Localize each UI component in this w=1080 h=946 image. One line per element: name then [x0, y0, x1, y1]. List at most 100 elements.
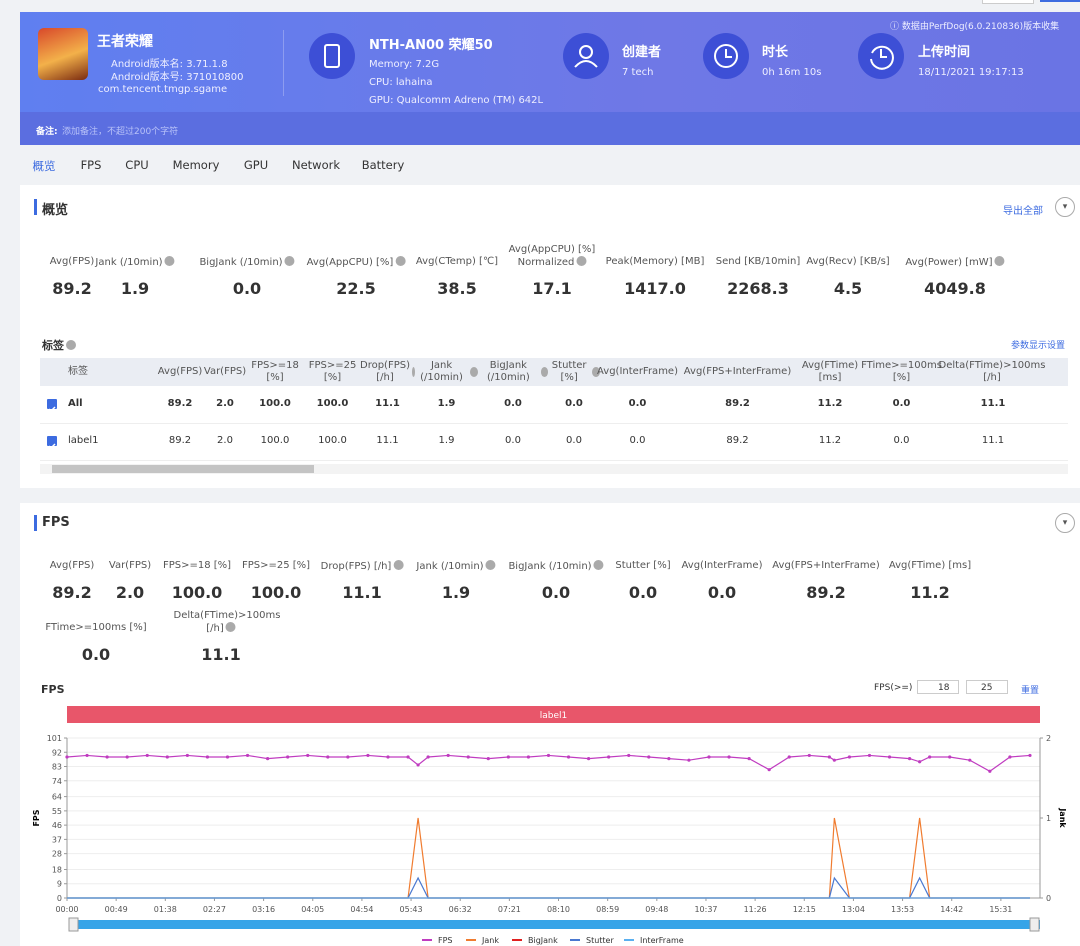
y2-axis-title: Jank	[1058, 807, 1067, 828]
help-icon[interactable]	[225, 622, 236, 632]
range-handle[interactable]	[1029, 917, 1040, 932]
metric-value: 1.9	[441, 583, 471, 602]
help-icon[interactable]	[576, 256, 587, 266]
notice-text: 数据由PerfDog(6.0.210836)版本收集	[901, 22, 1060, 32]
threshold-input[interactable]: 25	[966, 680, 1008, 694]
help-icon[interactable]	[66, 340, 76, 350]
top-button[interactable]	[1040, 0, 1080, 2]
table-cell: 0.0	[504, 398, 522, 409]
metric-value: 1.9	[120, 279, 150, 298]
x-tick-label: 15:31	[989, 905, 1012, 914]
column-header: Avg(FTime) [ms]	[800, 358, 860, 386]
table-cell: 0.0	[505, 435, 521, 446]
metric-label-text: Avg(FPS)	[49, 256, 95, 267]
settings-link[interactable]: 参数显示设置	[1011, 341, 1066, 351]
help-icon[interactable]	[593, 560, 604, 570]
label-band	[67, 706, 1040, 723]
help-icon[interactable]	[412, 367, 415, 377]
help-icon[interactable]	[284, 256, 295, 266]
help-icon[interactable]	[470, 367, 478, 377]
tab[interactable]: Network	[291, 158, 341, 172]
column-header: Avg(FPS)	[155, 358, 205, 386]
help-icon[interactable]	[592, 367, 600, 377]
legend-label: InterFrame	[640, 936, 684, 945]
metric-value: 1417.0	[624, 279, 686, 298]
data-point	[446, 753, 450, 758]
export-link[interactable]: 导出全部	[1003, 206, 1043, 217]
metric-label-text: BigJank (/10min)	[508, 561, 592, 572]
x-tick-label: 08:10	[547, 905, 570, 914]
note-input[interactable]: 添加备注，不超过200个字符	[62, 127, 179, 137]
help-icon[interactable]	[994, 256, 1005, 266]
data-point	[406, 755, 410, 759]
data-point	[266, 756, 270, 761]
y-tick-label: 46	[52, 821, 62, 830]
column-header-text: Avg(FTime) [ms]	[801, 360, 859, 383]
table-cell: 0.0	[566, 435, 582, 446]
checkbox[interactable]	[47, 436, 57, 450]
y2-tick-label: 0	[1046, 894, 1051, 903]
collapse-button[interactable]: ▾	[1055, 197, 1075, 217]
data-point	[1008, 755, 1012, 759]
tab[interactable]: GPU	[243, 158, 269, 172]
legend-label: Jank	[481, 936, 499, 945]
data-point	[647, 755, 651, 759]
x-tick-label: 00:49	[105, 905, 128, 914]
tab[interactable]: FPS	[80, 158, 102, 172]
data-point	[65, 755, 69, 759]
checkbox[interactable]	[47, 399, 57, 413]
metric-label: Delta(FTime)>100ms [/h]	[174, 609, 281, 635]
data-point	[326, 755, 330, 759]
overview-card	[20, 185, 1080, 488]
note-bar	[20, 112, 1080, 145]
table-cell: label1	[68, 435, 99, 446]
label-band-text: label1	[540, 711, 568, 721]
column-header: Avg(FPS+InterFrame)	[675, 358, 800, 386]
help-icon[interactable]	[395, 256, 406, 266]
top-button[interactable]	[982, 0, 1034, 4]
tab[interactable]: Memory	[172, 158, 220, 172]
help-icon[interactable]	[485, 560, 496, 570]
help-icon[interactable]	[393, 560, 404, 570]
collapse-button[interactable]: ▾	[1055, 513, 1075, 533]
app-version-name: Android版本名: 3.71.1.8	[111, 59, 228, 70]
x-tick-label: 00:00	[55, 905, 78, 914]
column-header-text: Drop(FPS) [/h]	[360, 360, 410, 383]
x-tick-label: 06:32	[449, 905, 472, 914]
data-point	[687, 758, 691, 762]
x-tick-label: 09:48	[645, 905, 668, 914]
help-icon[interactable]	[164, 256, 175, 266]
data-point	[145, 753, 149, 758]
tab[interactable]: Battery	[361, 158, 405, 172]
data-point	[887, 755, 892, 759]
range-handle[interactable]	[68, 917, 79, 932]
data-point	[607, 755, 611, 759]
upload-time-label: 上传时间	[918, 45, 971, 60]
tags-title-text: 标签	[42, 339, 64, 352]
metric-label: Avg(CTemp) [℃]	[416, 256, 498, 267]
help-icon[interactable]	[540, 367, 548, 377]
tab[interactable]: CPU	[125, 158, 149, 172]
x-tick-label: 11:26	[744, 905, 767, 914]
x-tick-label: 04:54	[350, 905, 373, 914]
table-cell: 0.0	[892, 398, 911, 409]
metric-value: 2268.3	[727, 279, 789, 298]
threshold-input[interactable]: 18	[917, 680, 959, 694]
metric-label: Jank (/10min)	[416, 560, 496, 572]
metric-label: FPS>=18 [%]	[163, 560, 231, 571]
reset-link[interactable]: 重置	[1021, 686, 1040, 696]
y-tick-label: 55	[52, 807, 62, 816]
column-header-text: BigJank (/10min)	[486, 360, 530, 383]
y-tick-label: 37	[52, 835, 62, 844]
data-point	[105, 755, 109, 759]
metric-label-text: Jank (/10min)	[95, 257, 163, 268]
metric-label: FTime>=100ms [%]	[45, 622, 146, 633]
scrollbar-thumb[interactable]	[52, 465, 314, 473]
data-point	[767, 768, 771, 772]
notice: ⓘ 数据由PerfDog(6.0.210836)版本收集	[890, 22, 1060, 32]
metric-value: 100.0	[171, 583, 223, 602]
y2-tick-label: 1	[1046, 814, 1051, 823]
tab[interactable]: 概览	[32, 159, 56, 173]
data-point	[506, 755, 510, 759]
device-gpu: GPU: Qualcomm Adreno (TM) 642L	[369, 95, 544, 106]
